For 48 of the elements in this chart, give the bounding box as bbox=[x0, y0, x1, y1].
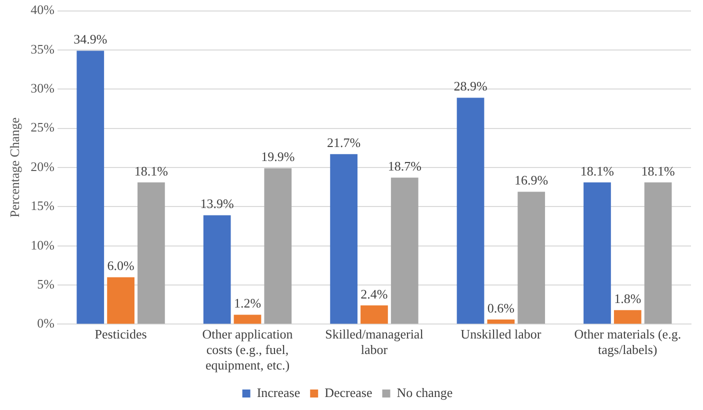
x-tick-label: Pesticides bbox=[94, 326, 147, 342]
y-tick-label: 0% bbox=[37, 316, 55, 331]
bar bbox=[644, 182, 672, 324]
data-label: 1.2% bbox=[234, 296, 262, 311]
data-label: 1.8% bbox=[614, 291, 642, 306]
bar bbox=[330, 154, 358, 324]
data-label: 13.9% bbox=[200, 196, 234, 212]
y-tick-label: 40% bbox=[30, 2, 55, 18]
bar bbox=[456, 98, 484, 324]
legend-label: Decrease bbox=[324, 384, 372, 400]
data-label: 28.9% bbox=[454, 78, 488, 94]
data-label: 21.7% bbox=[327, 135, 361, 150]
data-label: 18.1% bbox=[641, 163, 676, 178]
x-tick-label: Skilled/managerial labor bbox=[325, 326, 424, 358]
bar bbox=[584, 182, 611, 324]
y-tick-label: 15% bbox=[30, 198, 55, 214]
bar bbox=[487, 320, 515, 324]
data-label: 2.4% bbox=[360, 286, 388, 302]
bar bbox=[614, 310, 642, 324]
bar bbox=[518, 192, 546, 324]
data-label: 6.0% bbox=[107, 258, 134, 274]
bar bbox=[76, 50, 104, 324]
x-tick-label: Other materials (e.g. tags/labels) bbox=[574, 326, 682, 358]
data-label: 16.9% bbox=[514, 172, 548, 188]
bar bbox=[264, 168, 292, 324]
y-tick-label: 35% bbox=[30, 41, 55, 56]
y-tick-label: 10% bbox=[30, 237, 55, 252]
data-label: 34.9% bbox=[74, 32, 108, 47]
x-tick-label: Unskilled labor bbox=[460, 326, 542, 342]
bar bbox=[390, 178, 418, 324]
bar bbox=[138, 182, 165, 324]
data-label: 0.6% bbox=[487, 300, 515, 316]
y-tick-label: 20% bbox=[30, 158, 55, 174]
y-tick-label: 25% bbox=[30, 120, 55, 135]
bar bbox=[203, 215, 231, 324]
y-tick-label: 30% bbox=[30, 80, 55, 96]
bar bbox=[234, 314, 262, 324]
data-label: 18.1% bbox=[134, 163, 168, 178]
legend-label: Increase bbox=[256, 384, 300, 400]
data-label: 18.1% bbox=[580, 163, 614, 178]
y-axis-title: Percentage Change bbox=[7, 117, 22, 218]
x-tick-label: Other application costs (e.g., fuel, equipment, etc.) bbox=[202, 326, 294, 373]
bar bbox=[107, 277, 134, 324]
y-tick-label: 5% bbox=[37, 276, 55, 292]
data-label: 19.9% bbox=[261, 149, 295, 164]
data-label: 18.7% bbox=[388, 158, 422, 174]
bar bbox=[360, 305, 388, 324]
legend-label: No change bbox=[396, 384, 453, 400]
